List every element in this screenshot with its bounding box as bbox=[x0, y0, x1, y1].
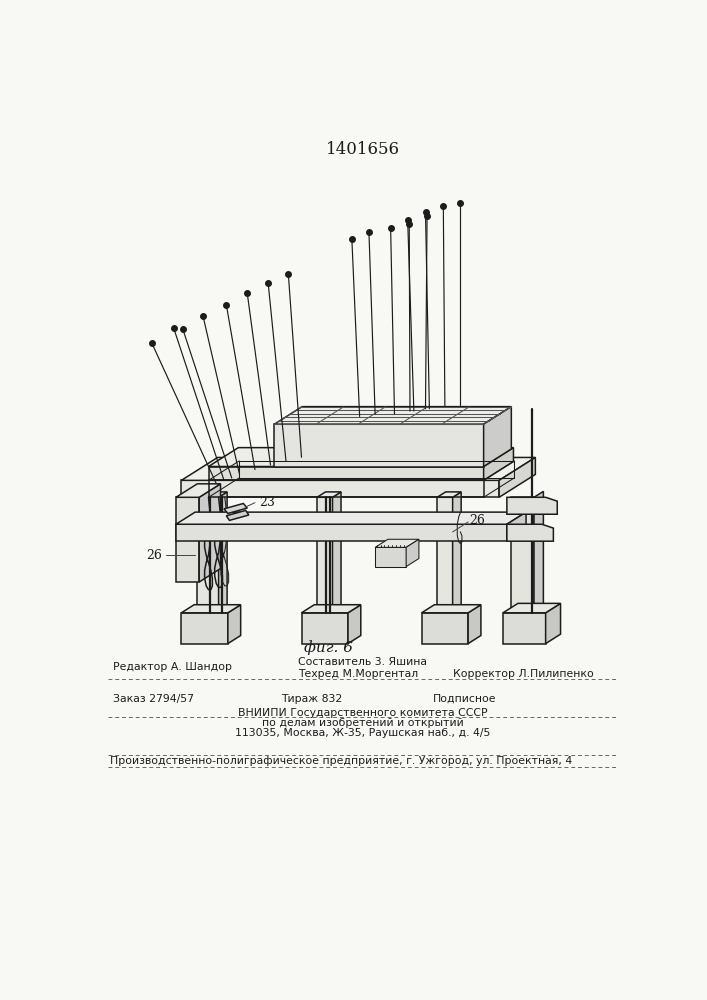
Text: Редактор А. Шандор: Редактор А. Шандор bbox=[113, 662, 232, 672]
Polygon shape bbox=[176, 524, 507, 541]
Text: 1401656: 1401656 bbox=[326, 141, 399, 158]
Polygon shape bbox=[317, 497, 332, 613]
Polygon shape bbox=[546, 603, 561, 644]
Polygon shape bbox=[406, 539, 419, 567]
Polygon shape bbox=[197, 497, 218, 613]
Polygon shape bbox=[452, 492, 461, 613]
Polygon shape bbox=[507, 524, 554, 541]
Polygon shape bbox=[375, 547, 406, 567]
Polygon shape bbox=[503, 613, 546, 644]
Polygon shape bbox=[182, 605, 240, 613]
Polygon shape bbox=[224, 503, 247, 513]
Polygon shape bbox=[301, 605, 361, 613]
Polygon shape bbox=[199, 484, 221, 582]
Text: фиг. 6: фиг. 6 bbox=[304, 640, 353, 655]
Polygon shape bbox=[348, 605, 361, 644]
Polygon shape bbox=[228, 605, 240, 644]
Polygon shape bbox=[209, 448, 513, 466]
Polygon shape bbox=[182, 480, 499, 497]
Text: 26: 26 bbox=[146, 549, 163, 562]
Polygon shape bbox=[507, 497, 557, 514]
Polygon shape bbox=[503, 603, 561, 613]
Polygon shape bbox=[197, 492, 227, 497]
Polygon shape bbox=[274, 424, 484, 466]
Polygon shape bbox=[437, 492, 461, 497]
Polygon shape bbox=[484, 407, 511, 466]
Polygon shape bbox=[468, 605, 481, 644]
Polygon shape bbox=[182, 457, 535, 480]
Polygon shape bbox=[507, 512, 526, 541]
Text: ВНИИПИ Государственного комитета СССР: ВНИИПИ Государственного комитета СССР bbox=[238, 708, 488, 718]
Polygon shape bbox=[218, 492, 227, 613]
Text: Техред М.Моргентал: Техред М.Моргентал bbox=[298, 669, 418, 679]
Text: Тираж 832: Тираж 832 bbox=[281, 694, 341, 704]
Polygon shape bbox=[301, 613, 348, 644]
Text: 23: 23 bbox=[259, 496, 275, 509]
Polygon shape bbox=[375, 539, 419, 547]
Polygon shape bbox=[226, 510, 249, 520]
Text: Составитель 3. Яшина: Составитель 3. Яшина bbox=[298, 657, 426, 667]
Polygon shape bbox=[182, 613, 228, 644]
Text: Подписное: Подписное bbox=[433, 694, 497, 704]
Polygon shape bbox=[421, 605, 481, 613]
Text: Производственно-полиграфическое предприятие, г. Ужгород, ул. Проектная, 4: Производственно-полиграфическое предприя… bbox=[110, 756, 573, 766]
Polygon shape bbox=[176, 484, 221, 497]
Polygon shape bbox=[437, 497, 452, 613]
Polygon shape bbox=[534, 491, 544, 628]
Text: Корректор Л.Пилипенко: Корректор Л.Пилипенко bbox=[452, 669, 593, 679]
Polygon shape bbox=[332, 492, 341, 613]
Polygon shape bbox=[274, 407, 511, 424]
Polygon shape bbox=[176, 497, 199, 582]
Polygon shape bbox=[510, 497, 534, 628]
Polygon shape bbox=[209, 466, 484, 480]
Polygon shape bbox=[499, 457, 535, 497]
Text: 113035, Москва, Ж-35, Раушская наб., д. 4/5: 113035, Москва, Ж-35, Раушская наб., д. … bbox=[235, 728, 491, 738]
Text: 26: 26 bbox=[469, 514, 486, 527]
Text: Заказ 2794/57: Заказ 2794/57 bbox=[113, 694, 194, 704]
Polygon shape bbox=[176, 512, 526, 524]
Polygon shape bbox=[421, 613, 468, 644]
Text: по делам изобретений и открытий: по делам изобретений и открытий bbox=[262, 718, 464, 728]
Polygon shape bbox=[484, 448, 513, 480]
Polygon shape bbox=[317, 492, 341, 497]
